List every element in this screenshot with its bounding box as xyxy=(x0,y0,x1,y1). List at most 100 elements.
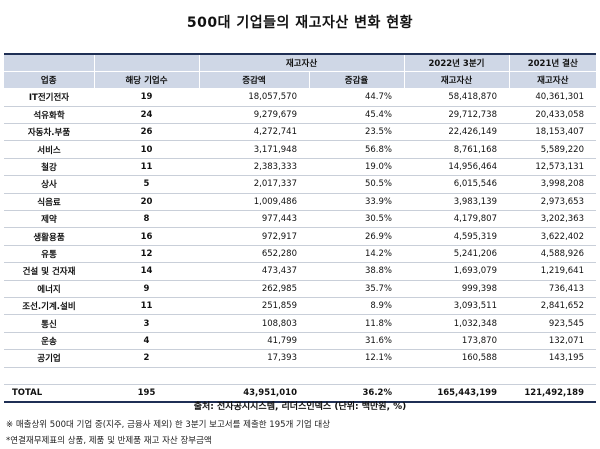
cell-industry: 제약 xyxy=(4,210,94,229)
cell-inventory-2021: 2,841,652 xyxy=(509,297,596,316)
cell-inventory-2021: 5,589,220 xyxy=(509,140,596,159)
cell-inventory-2022: 1,693,079 xyxy=(404,262,509,281)
cell-inventory-2021: 2,973,653 xyxy=(509,193,596,212)
cell-inventory-2021: 40,361,301 xyxy=(509,88,596,107)
table-row: 운송 4 41,799 31.6% 173,870 132,071 xyxy=(4,332,596,351)
total-count: 195 xyxy=(94,383,199,403)
cell-count: 14 xyxy=(94,262,199,281)
cell-inventory-2021: 20,433,058 xyxy=(509,106,596,125)
cell-industry: 서비스 xyxy=(4,140,94,159)
cell-inventory-2022: 160,588 xyxy=(404,349,509,368)
cell-count: 11 xyxy=(94,158,199,177)
cell-rate: 31.6% xyxy=(309,332,404,351)
cell-count: 9 xyxy=(94,280,199,298)
cell-rate: 30.5% xyxy=(309,210,404,229)
cell-industry: 생활용품 xyxy=(4,227,94,246)
cell-inventory-2021: 132,071 xyxy=(509,332,596,351)
cell-industry: 에너지 xyxy=(4,280,94,298)
cell-industry: 건설 및 건자재 xyxy=(4,262,94,281)
cell-count: 4 xyxy=(94,332,199,351)
cell-change: 977,443 xyxy=(199,210,309,229)
header-blank xyxy=(94,52,200,72)
cell-inventory-2021: 1,219,641 xyxy=(509,262,596,281)
cell-inventory-2021: 736,413 xyxy=(509,280,596,298)
table-row: 식음료 20 1,009,486 33.9% 3,983,139 2,973,653 xyxy=(4,193,596,212)
cell-count: 11 xyxy=(94,297,199,316)
header-blank xyxy=(4,52,95,72)
cell-inventory-2022: 3,983,139 xyxy=(404,193,509,212)
table-row: 철강 11 2,383,333 19.0% 14,956,464 12,573,131 xyxy=(4,158,596,177)
cell-rate: 33.9% xyxy=(309,193,404,212)
cell-change: 473,437 xyxy=(199,262,309,281)
cell-industry: 운송 xyxy=(4,332,94,351)
total-rate: 36.2% xyxy=(309,383,404,403)
cell-count: 2 xyxy=(94,349,199,368)
cell-count: 5 xyxy=(94,175,199,194)
cell-inventory-2021: 923,545 xyxy=(509,314,596,333)
total-change: 43,951,010 xyxy=(199,383,309,403)
cell-change: 3,171,948 xyxy=(199,140,309,159)
cell-rate: 38.8% xyxy=(309,262,404,281)
cell-industry: 자동차.부품 xyxy=(4,123,94,142)
cell-count: 20 xyxy=(94,193,199,212)
cell-count: 8 xyxy=(94,210,199,229)
cell-count: 24 xyxy=(94,106,199,125)
cell-change: 4,272,741 xyxy=(199,123,309,142)
cell-inventory-2022: 4,179,807 xyxy=(404,210,509,229)
cell-change: 262,985 xyxy=(199,280,309,298)
table-row: 유통 12 652,280 14.2% 5,241,206 4,588,926 xyxy=(4,245,596,264)
cell-change: 18,057,570 xyxy=(199,88,309,107)
cell-inventory-2022: 6,015,546 xyxy=(404,175,509,194)
cell-rate: 19.0% xyxy=(309,158,404,177)
cell-change: 2,017,337 xyxy=(199,175,309,194)
cell-inventory-2021: 18,153,407 xyxy=(509,123,596,142)
header-rate: 증감율 xyxy=(309,71,405,90)
table-row: 공기업 2 17,393 12.1% 160,588 143,195 xyxy=(4,349,596,368)
table-row: 석유화학 24 9,279,679 45.4% 29,712,738 20,433,058 xyxy=(4,106,596,125)
inventory-table: 재고자산 2022년 3분기 2021년 결산 업종 해당 기업수 증감액 증감… xyxy=(4,52,596,403)
cell-rate: 26.9% xyxy=(309,227,404,246)
cell-change: 41,799 xyxy=(199,332,309,351)
cell-rate: 45.4% xyxy=(309,106,404,125)
cell-inventory-2021: 3,622,402 xyxy=(509,227,596,246)
cell-inventory-2021: 143,195 xyxy=(509,349,596,368)
cell-rate: 14.2% xyxy=(309,245,404,264)
cell-change: 652,280 xyxy=(199,245,309,264)
header-2021-group: 2021년 결산 xyxy=(509,52,596,72)
cell-inventory-2022: 173,870 xyxy=(404,332,509,351)
cell-change: 17,393 xyxy=(199,349,309,368)
cell-rate: 23.5% xyxy=(309,123,404,142)
header-change: 증감액 xyxy=(199,71,310,90)
cell-inventory-2022: 5,241,206 xyxy=(404,245,509,264)
cell-inventory-2021: 12,573,131 xyxy=(509,158,596,177)
cell-industry: 공기업 xyxy=(4,349,94,368)
cell-inventory-2021: 3,998,208 xyxy=(509,175,596,194)
cell-inventory-2021: 4,588,926 xyxy=(509,245,596,264)
cell-inventory-2022: 1,032,348 xyxy=(404,314,509,333)
table-total-row: TOTAL 195 43,951,010 36.2% 165,443,199 121,49… xyxy=(4,383,596,403)
cell-inventory-2022: 8,761,168 xyxy=(404,140,509,159)
table-row: 생활용품 16 972,917 26.9% 4,595,319 3,622,402 xyxy=(4,227,596,246)
cell-inventory-2022: 4,595,319 xyxy=(404,227,509,246)
table-row: IT전기전자 19 18,057,570 44.7% 58,418,870 40,361,… xyxy=(4,88,596,107)
cell-count: 16 xyxy=(94,227,199,246)
cell-change: 2,383,333 xyxy=(199,158,309,177)
cell-inventory-2022: 14,956,464 xyxy=(404,158,509,177)
table-header-group-row: 재고자산 2022년 3분기 2021년 결산 xyxy=(4,52,596,72)
cell-industry: 석유화학 xyxy=(4,106,94,125)
page-title: 500대 기업들의 재고자산 변화 현황 xyxy=(186,15,414,31)
header-inventory-2022: 재고자산 xyxy=(404,71,510,90)
cell-rate: 50.5% xyxy=(309,175,404,194)
cell-inventory-2022: 29,712,738 xyxy=(404,106,509,125)
source-caption: 출처: 전자공시시스템, 리더스인덱스 (단위: 백만원, %) xyxy=(193,402,407,412)
table-row: 건설 및 건자재 14 473,437 38.8% 1,693,079 1,219,641 xyxy=(4,262,596,281)
cell-inventory-2022: 999,398 xyxy=(404,280,509,298)
table-row-spacer xyxy=(4,367,596,385)
cell-inventory-2022: 58,418,870 xyxy=(404,88,509,107)
table-row: 에너지 9 262,985 35.7% 999,398 736,413 xyxy=(4,280,596,298)
cell-rate: 11.8% xyxy=(309,314,404,333)
cell-inventory-2022: 3,093,511 xyxy=(404,297,509,316)
cell-count: 19 xyxy=(94,88,199,107)
table-row: 서비스 10 3,171,948 56.8% 8,761,168 5,589,220 xyxy=(4,140,596,159)
header-industry: 업종 xyxy=(4,71,95,90)
